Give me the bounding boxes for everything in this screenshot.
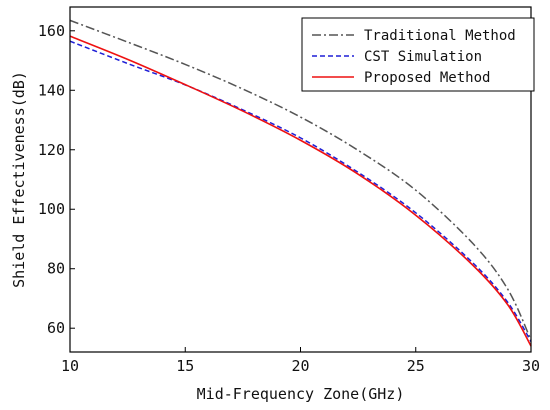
x-tick-label: 10 <box>61 357 79 375</box>
x-tick-label: 25 <box>407 357 425 375</box>
x-tick-label: 15 <box>176 357 194 375</box>
x-axis-label: Mid-Frequency Zone(GHz) <box>197 385 405 403</box>
legend-box <box>301 17 535 92</box>
y-axis-label: Shield Effectiveness(dB) <box>10 71 28 288</box>
y-tick-label: 100 <box>38 200 65 218</box>
legend-label-proposed-method: Proposed Method <box>364 70 490 86</box>
series-line-traditional-method <box>69 19 532 341</box>
y-tick-label: 140 <box>38 81 65 99</box>
legend: Traditional Method CST Simulation Propos… <box>301 17 535 92</box>
tick-group: 10 15 20 25 30 60 80 100 120 140 160 <box>38 22 540 375</box>
legend-label-cst-simulation: CST Simulation <box>364 49 482 65</box>
y-tick-label: 60 <box>47 319 65 337</box>
series-line-proposed-method <box>69 35 532 347</box>
x-tick-label: 20 <box>291 357 309 375</box>
series-line-cst-simulation <box>69 40 532 342</box>
y-tick-label: 160 <box>38 22 65 40</box>
legend-label-traditional-method: Traditional Method <box>364 28 516 44</box>
y-tick-label: 120 <box>38 141 65 159</box>
y-tick-label: 80 <box>47 260 65 278</box>
x-tick-label: 30 <box>522 357 540 375</box>
plot-series-group <box>69 19 532 347</box>
